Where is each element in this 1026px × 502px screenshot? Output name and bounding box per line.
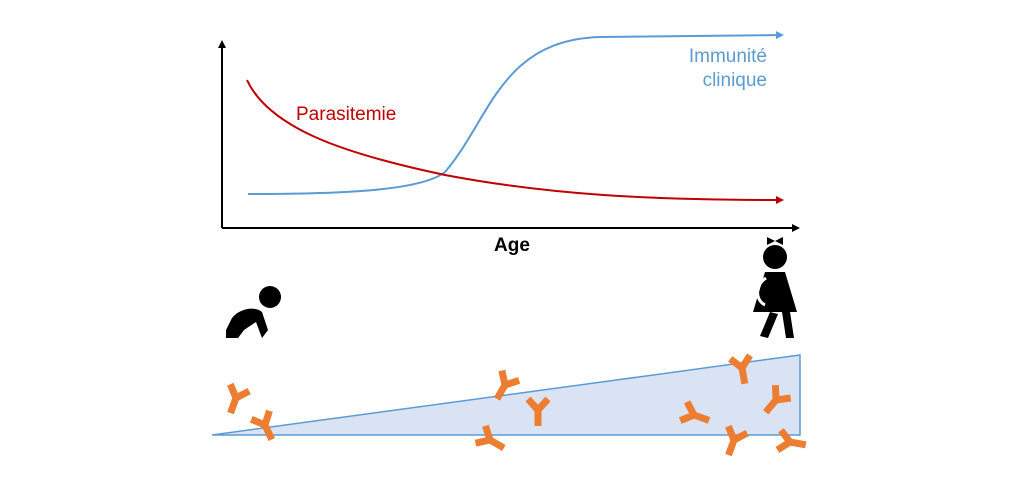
antibody-triangle <box>211 354 801 436</box>
baby-icon <box>226 286 281 338</box>
x-axis-label: Age <box>494 235 530 256</box>
immunity-label: Immunité <box>689 46 767 67</box>
parasitemia-label: Parasitemie <box>296 104 396 125</box>
immunity-curve <box>247 31 784 195</box>
girl-icon <box>753 237 797 338</box>
immunity-label: clinique <box>703 70 767 91</box>
parasitemia-curve <box>246 79 784 204</box>
